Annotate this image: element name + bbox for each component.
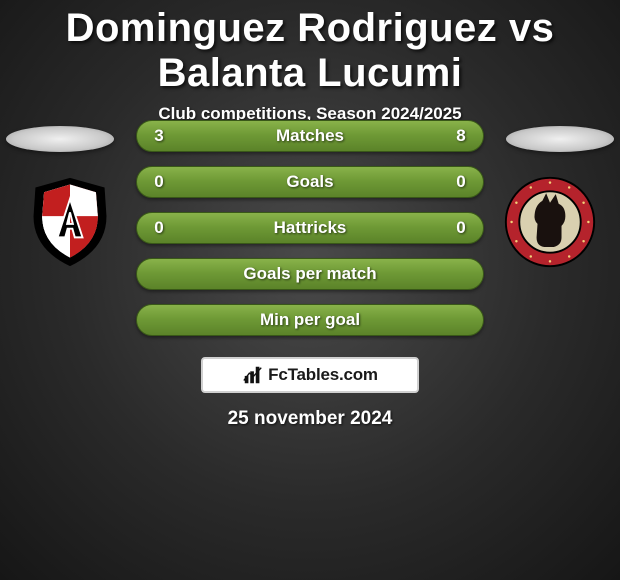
stat-label: Matches [137,121,483,151]
stat-right-value: 8 [441,121,481,151]
stat-row: 3 Matches 8 [136,120,484,152]
stat-right-value: 0 [441,213,481,243]
left-player-ellipse [6,126,114,152]
stat-label: Goals [137,167,483,197]
stat-row: 0 Goals 0 [136,166,484,198]
brand-text: FcTables.com [268,365,378,385]
round-badge-icon [502,174,598,270]
left-club-logo [22,174,118,270]
stat-label: Min per goal [137,305,483,335]
date-text: 25 november 2024 [0,408,620,430]
stat-right-value [441,259,481,289]
stat-row: Min per goal [136,304,484,336]
right-player-ellipse [506,126,614,152]
comparison-card: Dominguez Rodriguez vs Balanta Lucumi Cl… [0,0,620,580]
brand-badge: FcTables.com [201,357,419,393]
shield-icon [22,174,118,270]
stat-row: Goals per match [136,258,484,290]
stat-bars: 3 Matches 8 0 Goals 0 0 Hattricks 0 Goal… [136,120,484,350]
stat-right-value: 0 [441,167,481,197]
stat-label: Goals per match [137,259,483,289]
page-title: Dominguez Rodriguez vs Balanta Lucumi [0,0,620,98]
bar-chart-icon [242,364,264,386]
stat-label: Hattricks [137,213,483,243]
right-club-logo [502,174,598,270]
stat-right-value [441,305,481,335]
stat-row: 0 Hattricks 0 [136,212,484,244]
main-area: 3 Matches 8 0 Goals 0 0 Hattricks 0 Goal… [0,120,620,350]
